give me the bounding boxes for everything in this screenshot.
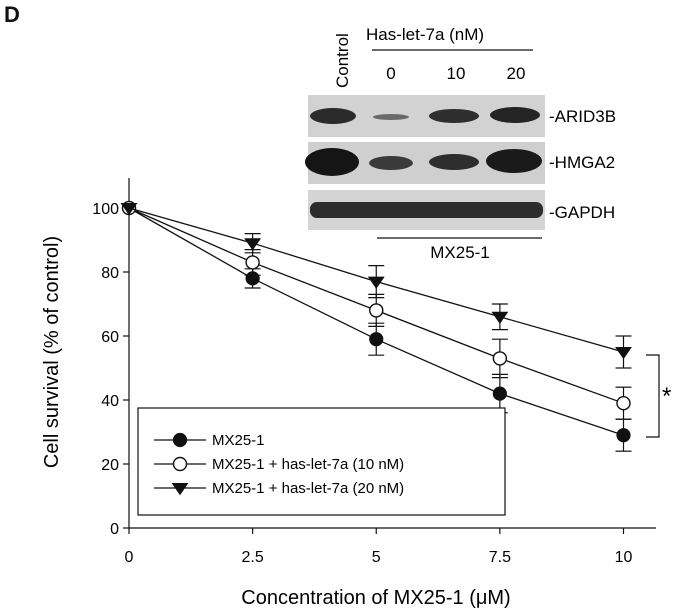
data-point [616,396,631,411]
blot-dose-10: 10 [447,64,466,83]
blot-cell-line-label: MX25-1 [430,243,490,262]
legend-box [137,407,506,516]
series-2 [121,200,632,420]
data-point [369,303,384,318]
y-axis-ticks: 0 20 40 60 80 100 [92,201,129,538]
x-tick-label: 2.5 [242,549,264,566]
data-point [244,238,262,251]
y-tick-label: 20 [101,457,119,474]
blot-treatment-label: Has-let-7a (nM) [366,25,484,44]
y-tick-label: 60 [101,329,119,346]
blot-dose-20: 20 [507,64,526,83]
data-point [492,351,508,366]
x-tick-label: 0 [125,549,134,566]
series-layer [120,200,632,452]
y-axis-title: Cell survival (% of control) [41,236,63,468]
data-point [245,255,260,270]
legend-marker [172,432,188,448]
data-point [491,311,509,325]
plot-area: 0 20 40 60 80 100 0 2.5 5 7.5 10 Cell survival (%… [41,178,671,609]
blot-band-label-hmga2: -HMGA2 [549,153,615,172]
blot-control-label: Control [333,33,352,88]
series-3 [120,203,632,369]
legend-marker [171,483,189,496]
data-point [120,203,138,216]
y-tick-label: 40 [101,393,119,410]
data-point [615,347,632,360]
panel-letter: D [4,2,20,27]
legend-marker [172,456,188,472]
blot-dose-0: 0 [386,64,395,83]
x-tick-label: 7.5 [489,549,511,566]
data-point [369,332,384,347]
legend-label: MX25-1 + has-let-7a (10 nM) [212,456,404,473]
y-tick-label: 80 [101,265,119,282]
significance-marker: * [662,383,671,410]
legend: MX25-1 MX25-1 + has-let-7a (10 nM) MX25-1 … [137,407,506,516]
data-point [367,276,385,289]
western-blot-inset: Control Has-let-7a (nM) 0 10 20 -ARID3B … [305,25,616,262]
x-axis-ticks: 0 2.5 5 7.5 10 [125,528,633,566]
y-tick-label: 0 [110,521,119,538]
legend-label: MX25-1 [212,432,265,449]
x-tick-label: 5 [372,549,381,566]
y-tick-label: 100 [92,201,119,218]
blot-band-label-gapdh: -GAPDH [549,203,615,222]
x-tick-label: 10 [615,549,633,566]
significance-bracket [646,354,660,438]
x-axis-title: Concentration of MX25-1 (μM) [241,587,510,609]
blot-band-label-arid3b: -ARID3B [549,107,616,126]
legend-label: MX25-1 + has-let-7a (20 nM) [212,480,404,497]
data-point [492,386,507,401]
data-point [616,428,631,443]
